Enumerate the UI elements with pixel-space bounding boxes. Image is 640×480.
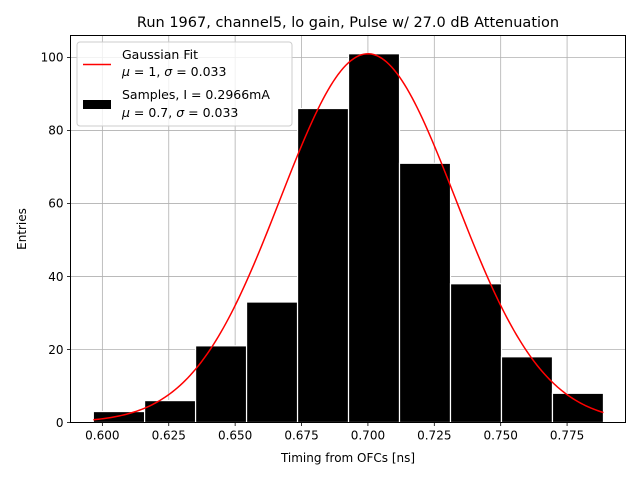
y-axis-ticks: 0 20 40 60 80 100 — [41, 51, 71, 430]
x-tick-label: 0.600 — [85, 429, 119, 443]
legend-samples-swatch — [83, 100, 111, 109]
x-axis-ticks: 0.600 0.625 0.650 0.675 0.700 0.725 0.750 0.775 — [85, 422, 584, 443]
chart-title: Run 1967, channel5, lo gain, Pulse w/ 27… — [137, 15, 559, 31]
x-tick-label: 0.675 — [284, 429, 318, 443]
x-axis-label: Timing from OFCs [ns] — [280, 451, 415, 465]
legend: Gaussian Fit μ = 1, σ = 0.033 Samples, I… — [76, 41, 293, 127]
x-tick-label: 0.775 — [550, 429, 584, 443]
histogram-bar — [398, 162, 452, 424]
x-tick-label: 0.725 — [417, 429, 451, 443]
histogram-bar — [296, 107, 350, 424]
y-tick-label: 100 — [41, 51, 64, 65]
legend-samples-label: Samples, I = 0.2966mA — [122, 87, 270, 102]
legend-fit-stats: μ = 1, σ = 0.033 — [121, 64, 226, 79]
gaussian-fit-line — [93, 53, 604, 421]
y-tick-label: 60 — [48, 197, 63, 211]
histogram-bar — [92, 410, 146, 424]
legend-fit-label: Gaussian Fit — [122, 47, 198, 62]
histogram-bar — [194, 345, 248, 424]
x-tick-label: 0.700 — [351, 429, 385, 443]
x-tick-label: 0.625 — [152, 429, 186, 443]
x-tick-label: 0.750 — [484, 429, 518, 443]
y-tick-label: 80 — [48, 124, 63, 138]
plot-frame — [70, 35, 626, 423]
y-tick-label: 0 — [56, 416, 64, 430]
y-tick-label: 40 — [48, 270, 63, 284]
x-tick-label: 0.650 — [218, 429, 252, 443]
histogram-bar — [551, 392, 605, 424]
legend-samples-stats: μ = 0.7, σ = 0.033 — [121, 105, 238, 120]
histogram-bar — [500, 356, 554, 424]
histogram-bar — [449, 283, 503, 424]
legend-box — [76, 41, 293, 127]
y-axis-label: Entries — [15, 208, 29, 250]
y-tick-label: 20 — [48, 343, 63, 357]
histogram-bar — [347, 53, 401, 424]
histogram-bar — [245, 301, 299, 424]
